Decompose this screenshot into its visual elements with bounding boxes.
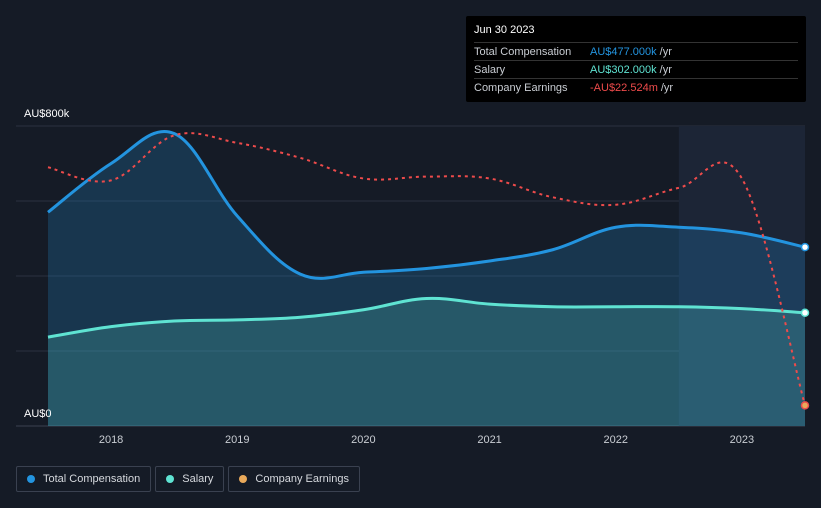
tooltip-unit: /yr	[659, 63, 672, 76]
tooltip-row-company-earnings: Company Earnings -AU$22.524m /yr	[474, 78, 798, 96]
total-compensation-end-marker	[800, 242, 810, 252]
x-axis-tick-labels: 2018 2019 2020 2021 2022 2023	[99, 434, 754, 446]
salary-area	[48, 298, 805, 426]
total-compensation-line	[47, 130, 806, 280]
legend-dot-icon	[166, 475, 175, 483]
tooltip-value: AU$302.000k	[590, 63, 657, 76]
legend-dot-icon	[239, 475, 248, 483]
y-axis-bottom-label: AU$0	[24, 408, 52, 420]
legend-label: Company Earnings	[255, 473, 349, 485]
series-areas	[48, 131, 805, 426]
x-tick-label: 2021	[477, 434, 501, 446]
tooltip-unit: /yr	[659, 45, 672, 58]
legend-label: Salary	[182, 473, 214, 485]
x-tick-label: 2018	[99, 434, 123, 446]
legend: Total Compensation Salary Company Earnin…	[16, 466, 360, 492]
tooltip-label: Total Compensation	[474, 45, 572, 58]
series-end-markers	[800, 242, 810, 410]
legend-item-salary[interactable]: Salary	[155, 466, 225, 492]
x-tick-label: 2020	[351, 434, 375, 446]
legend-dot-icon	[27, 475, 35, 483]
x-tick-label: 2023	[730, 434, 754, 446]
company-earnings-end-marker	[800, 401, 810, 410]
tooltip-label: Salary	[474, 63, 506, 76]
legend-label: Total Compensation	[43, 473, 141, 485]
tooltip-unit: /yr	[660, 81, 674, 94]
tooltip-row-salary: Salary AU$302.000k /yr	[474, 60, 798, 78]
tooltip-date: Jun 30 2023	[474, 24, 535, 36]
series-lines	[47, 130, 806, 406]
tooltip-value: AU$477.000k	[590, 45, 657, 58]
x-tick-label: 2022	[604, 434, 628, 446]
legend-item-total-compensation[interactable]: Total Compensation	[16, 466, 152, 492]
legend-item-company-earnings[interactable]: Company Earnings	[228, 466, 360, 492]
total-compensation-area	[48, 131, 805, 426]
grid-lines	[16, 125, 805, 427]
x-tick-label: 2019	[225, 434, 249, 446]
tooltip-value: -AU$22.524m	[590, 81, 658, 94]
salary-line	[47, 296, 806, 339]
forecast-highlight-band	[678, 126, 805, 426]
tooltip: Jun 30 2023 Total Compensation AU$477.00…	[466, 16, 806, 102]
salary-end-marker	[800, 308, 810, 317]
y-axis-top-label: AU$800k	[24, 108, 70, 120]
tooltip-label: Company Earnings	[474, 81, 568, 94]
tooltip-row-total-compensation: Total Compensation AU$477.000k /yr	[474, 42, 798, 60]
company-earnings-line	[47, 132, 806, 406]
